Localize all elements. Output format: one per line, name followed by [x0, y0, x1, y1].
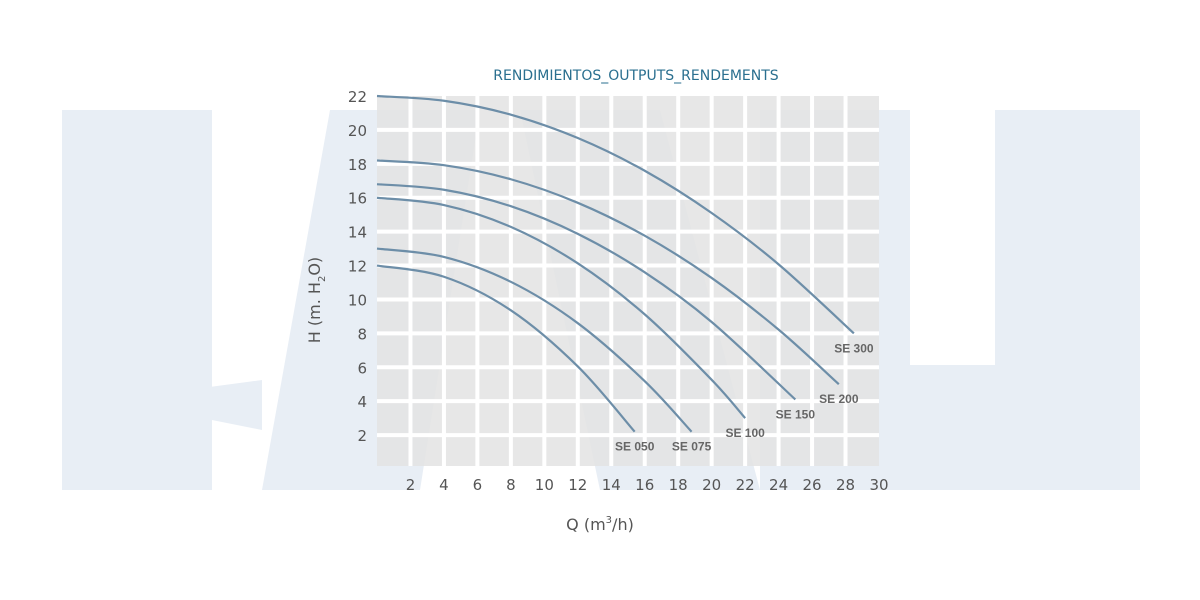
y-tick-label: 8: [357, 325, 367, 343]
x-tick-label: 2: [406, 476, 416, 494]
grid-lines: [377, 96, 879, 466]
x-tick-label: 6: [473, 476, 483, 494]
series-curve-se-075: [376, 247, 693, 433]
x-axis-title: Q (m3/h): [566, 515, 634, 534]
x-tick-label: 22: [736, 476, 755, 494]
x-tick-label: 26: [803, 476, 822, 494]
series-label: SE 100: [725, 426, 765, 440]
y-tick-label: 20: [348, 122, 367, 140]
series-label: SE 200: [819, 392, 859, 406]
series-label: SE 300: [834, 341, 874, 355]
x-tick-label: 4: [439, 476, 449, 494]
y-axis-title: H (m. H2O): [305, 257, 328, 343]
x-tick-label: 16: [635, 476, 654, 494]
y-tick-labels: 2 4 6 8 10 12 14 16 18 20 22: [348, 88, 367, 445]
plot-background: [377, 96, 879, 466]
series-label: SE 150: [776, 407, 816, 421]
x-tick-label: 30: [869, 476, 888, 494]
x-tick-label: 8: [506, 476, 516, 494]
x-tick-label: 28: [836, 476, 855, 494]
x-tick-label: 10: [535, 476, 554, 494]
x-tick-label: 12: [568, 476, 587, 494]
y-tick-label: 16: [348, 190, 367, 208]
series-curve-se-200: [376, 159, 840, 386]
chart-title: RENDIMIENTOS_OUTPUTS_RENDEMENTS: [493, 68, 779, 84]
y-tick-label: 2: [357, 427, 367, 445]
series-curve-se-100: [376, 196, 746, 419]
y-tick-label: 6: [357, 359, 367, 377]
y-tick-label: 10: [348, 291, 367, 309]
y-tick-label: 18: [348, 156, 367, 174]
x-tick-labels: 2 4 6 8 10 12 14 16 18 20 22 24 26 28 30: [406, 476, 889, 494]
series-label: SE 075: [672, 440, 712, 454]
x-tick-label: 24: [769, 476, 788, 494]
x-tick-label: 20: [702, 476, 721, 494]
y-tick-label: 12: [348, 258, 367, 276]
y-tick-label: 22: [348, 88, 367, 106]
y-tick-label: 4: [357, 393, 367, 411]
x-tick-label: 14: [602, 476, 621, 494]
series-curve-se-150: [376, 183, 797, 401]
series-label: SE 050: [615, 440, 655, 454]
x-tick-label: 18: [669, 476, 688, 494]
y-tick-label: 14: [348, 224, 367, 242]
series-curve-se-050: [376, 264, 636, 433]
series-curve-se-300: [376, 94, 855, 335]
